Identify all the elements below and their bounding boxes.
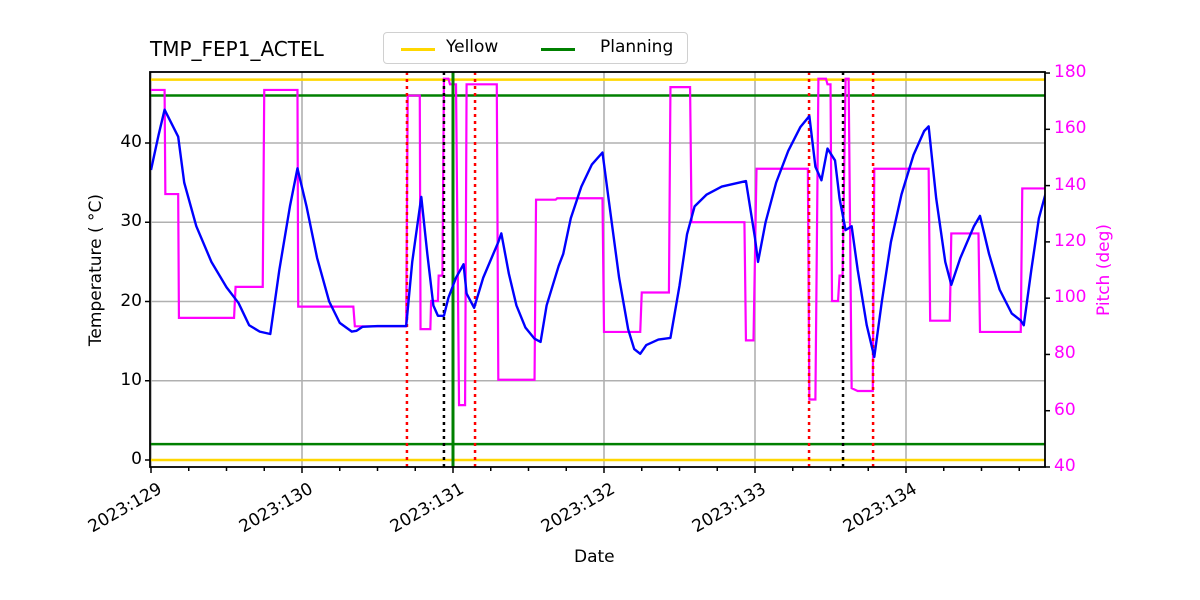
y-tick-label-right: 100 [1054,287,1087,308]
y-tick-label-right: 80 [1054,343,1076,364]
y-tick-label-left: 0 [131,449,142,469]
chart-title: TMP_FEP1_ACTEL [150,37,324,61]
x-axis-label: Date [574,547,615,567]
legend-label-planning: Planning [600,37,674,57]
y-tick-label-left: 30 [120,211,142,232]
legend-swatch-yellow [401,48,435,51]
y-tick-label-right: 120 [1054,230,1087,251]
y-tick-label-right: 60 [1054,399,1076,420]
legend: Yellow Planning [383,32,688,64]
legend-label-yellow: Yellow [446,37,499,57]
y-tick-label-left: 40 [120,132,142,152]
y-tick-label-right: 40 [1054,456,1076,476]
temperature-series-line [150,108,1045,359]
plot-frame [149,71,1046,468]
y-tick-label-right: 160 [1054,118,1087,139]
y-tick-label-left: 10 [120,369,142,390]
pitch-series-line [151,77,1045,407]
y-tick-label-right: 180 [1054,62,1087,83]
legend-swatch-planning [541,48,575,51]
y-tick-label-left: 20 [120,290,142,311]
y-axis-label-right: Pitch (deg) [1094,223,1114,317]
y-tick-label-right: 140 [1054,174,1087,195]
